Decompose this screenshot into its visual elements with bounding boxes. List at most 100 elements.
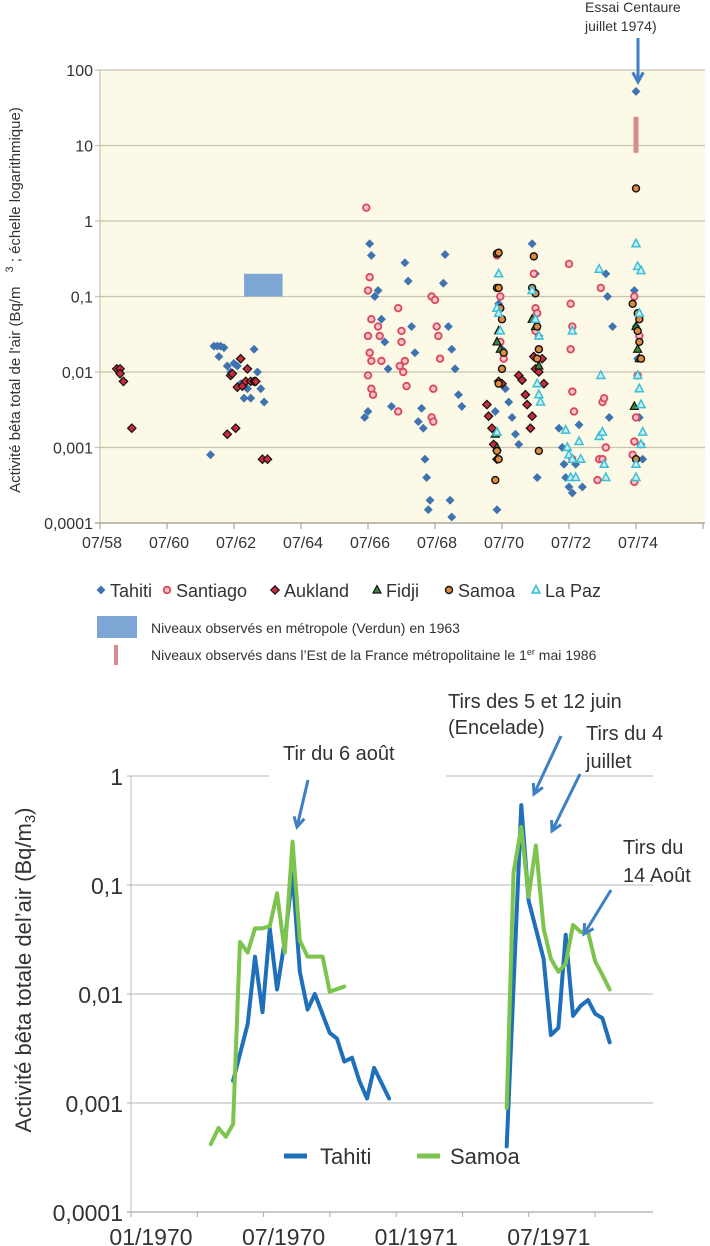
point-tahiti xyxy=(249,344,259,354)
point-tahiti xyxy=(417,403,427,413)
legend-label-santiago: Santiago xyxy=(176,581,247,601)
point-la-paz xyxy=(526,284,538,295)
point-santiago xyxy=(402,381,411,391)
point-aukland xyxy=(527,411,538,422)
bottom-y-tick-label: 0,0001 xyxy=(53,1200,123,1226)
point-aukland xyxy=(483,411,494,422)
point-tahiti xyxy=(373,285,383,296)
top-y-tick-label: 100 xyxy=(66,63,93,80)
point-tahiti xyxy=(450,364,460,374)
line-samoa xyxy=(208,839,347,1147)
point-santiago xyxy=(398,367,408,377)
point-tahiti xyxy=(507,412,517,423)
legend-marker-samoa xyxy=(444,585,454,595)
series-tahiti xyxy=(205,86,648,522)
point-la-paz xyxy=(530,313,541,323)
point-aukland xyxy=(520,389,531,400)
point-tahiti xyxy=(422,472,432,483)
point-la-paz xyxy=(598,458,610,468)
shot-annotation-1-line-1: Tir du 6 août xyxy=(283,743,395,765)
point-tahiti xyxy=(366,250,376,260)
point-aukland xyxy=(230,423,241,434)
point-santiago xyxy=(375,331,384,341)
point-tahiti xyxy=(418,423,428,433)
point-santiago xyxy=(362,203,371,212)
legend-label-est-france-tail: mai 1986 xyxy=(535,647,597,663)
point-tahiti xyxy=(246,393,256,403)
point-samoa xyxy=(494,283,503,293)
point-tahiti xyxy=(403,276,413,286)
point-la-paz xyxy=(567,453,578,463)
point-tahiti xyxy=(490,406,500,417)
point-tahiti xyxy=(222,361,232,371)
point-la-paz xyxy=(630,458,642,468)
point-aukland xyxy=(235,353,246,364)
point-santiago xyxy=(631,413,641,422)
top-y-axis-label-tail: ; échelle logarithmique) xyxy=(7,107,24,266)
point-la-paz xyxy=(595,369,607,380)
bottom-y-axis-label-tail: ) xyxy=(11,807,36,814)
point-aukland xyxy=(242,363,253,374)
point-la-paz xyxy=(493,267,504,278)
bottom-y-tick-label: 1 xyxy=(110,764,123,790)
point-la-paz xyxy=(600,471,612,482)
point-tahiti xyxy=(423,505,433,515)
centaure-arrow-head xyxy=(631,71,645,86)
shot-arrow-4-shaft xyxy=(582,889,613,935)
legend-marker-tahiti xyxy=(96,585,106,595)
bottom-y-axis-label-sub: 3 xyxy=(22,815,39,823)
point-tahiti xyxy=(453,390,464,400)
point-santiago xyxy=(566,345,575,354)
point-tahiti xyxy=(510,429,520,439)
point-santiago xyxy=(363,371,373,380)
point-santiago xyxy=(596,283,606,293)
legend-label-est-france-main: Niveaux observés dans l’Est de la France… xyxy=(151,647,527,663)
point-la-paz xyxy=(637,425,648,436)
shot-arrow-3-head xyxy=(550,819,562,834)
point-la-paz xyxy=(491,425,503,436)
point-tahiti xyxy=(602,291,613,302)
point-tahiti xyxy=(256,384,266,394)
top-x-tick-label: 07/66 xyxy=(350,535,390,552)
point-santiago xyxy=(400,356,410,366)
legend-label-aukland: Aukland xyxy=(284,581,349,601)
legend-label-tahiti: Tahiti xyxy=(110,581,152,601)
point-santiago xyxy=(569,407,579,416)
bottom-y-axis-label: Activité bêta totale del’air (Bq/m3) xyxy=(11,807,39,1132)
point-santiago xyxy=(367,315,376,324)
point-la-paz xyxy=(570,471,581,482)
point-tahiti xyxy=(386,401,397,411)
point-la-paz xyxy=(635,398,647,409)
point-tahiti xyxy=(360,412,370,423)
point-samoa xyxy=(499,348,508,357)
point-aukland xyxy=(250,376,261,387)
est-france-1986-range xyxy=(633,116,639,153)
point-tahiti xyxy=(363,406,373,417)
point-aukland xyxy=(533,366,544,378)
point-santiago xyxy=(496,292,505,301)
point-la-paz xyxy=(535,395,546,406)
point-tahiti xyxy=(413,417,423,427)
point-santiago xyxy=(377,356,386,366)
point-santiago xyxy=(566,299,575,309)
point-tahiti xyxy=(259,397,269,407)
point-tahiti xyxy=(376,314,386,324)
legend-label-fidji: Fidji xyxy=(386,581,419,601)
point-santiago xyxy=(368,390,378,399)
point-aukland xyxy=(222,429,233,440)
point-la-paz xyxy=(560,424,571,434)
point-tahiti xyxy=(457,401,467,411)
point-samoa xyxy=(532,322,542,331)
top-x-tick-label: 07/68 xyxy=(417,535,457,552)
point-tahiti xyxy=(631,86,641,96)
bottom-x-tick-label: 07/1971 xyxy=(507,1224,590,1246)
top-x-tick-label: 07/64 xyxy=(283,535,323,552)
series-samoa xyxy=(491,184,646,485)
bottom-y-tick-label: 0,01 xyxy=(78,982,123,1008)
point-tahiti xyxy=(365,239,375,249)
point-tahiti xyxy=(607,321,618,332)
top-y-tick-label: 0,001 xyxy=(53,441,93,458)
point-aukland xyxy=(522,399,533,410)
